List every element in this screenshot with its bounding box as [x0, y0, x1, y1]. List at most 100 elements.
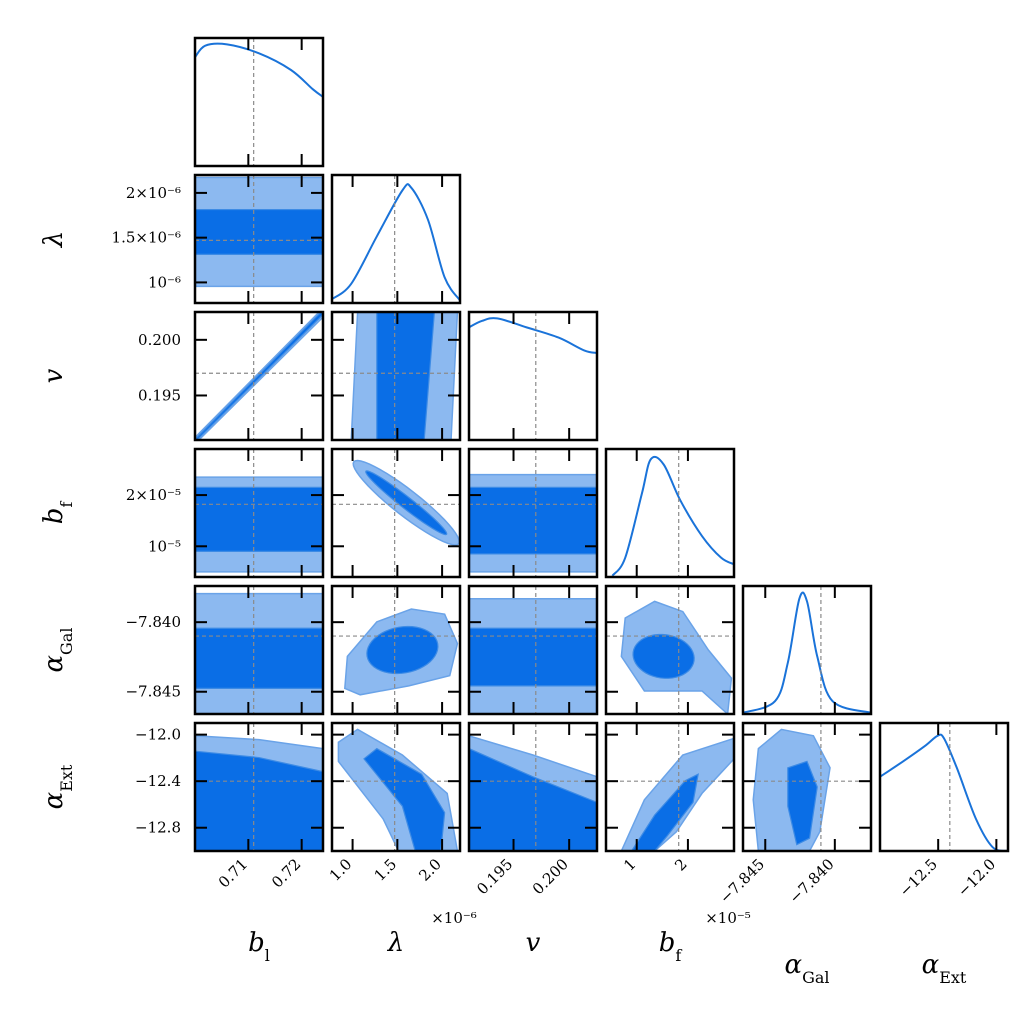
x-axis-label-lambda: λ: [387, 928, 404, 958]
marginal-curve-b_f: [611, 455, 734, 577]
x-axis-label-subscript: Ext: [939, 968, 967, 987]
panel-content: [606, 723, 734, 851]
panel-b_f-vs-v: [467, 447, 599, 579]
panel-alpha_Gal-vs-v: [467, 584, 599, 716]
panel-frame: [467, 584, 599, 716]
y-tick-label-alpha_Ext: −12.0: [135, 726, 181, 744]
panel-alpha_Ext-vs-alpha_Gal: [741, 721, 873, 853]
panel-frame: [193, 584, 325, 716]
x-tick-label-alpha_Ext: −12.0: [954, 855, 999, 900]
y-axis-label-b_f: bf: [39, 501, 76, 525]
panel-content: [469, 723, 597, 851]
marginal-curve-alpha_Gal: [743, 591, 871, 714]
panel-v-vs-lambda: [330, 310, 462, 442]
contour-68: [366, 625, 439, 675]
x-tick-label-v: 0.200: [529, 855, 572, 898]
y-axis-label-v: v: [39, 368, 69, 383]
contour-68: [363, 747, 446, 851]
panel-alpha_Ext-vs-b_l: [193, 721, 325, 853]
panel-frame: [330, 584, 462, 716]
panel-content: [195, 175, 323, 303]
marginal-curve-v: [469, 317, 597, 354]
panel-content: [332, 175, 460, 303]
panel-frame: [467, 447, 599, 579]
x-axis-label-b_f: bf: [659, 928, 683, 965]
y-tick-label-alpha_Ext: −12.8: [135, 819, 181, 837]
panel-content: [880, 723, 1008, 851]
panel-b_f-vs-lambda: [330, 447, 462, 579]
x-axis-label-subscript: Gal: [802, 968, 829, 987]
x-tick-label-b_f: 1: [620, 855, 639, 874]
panel-content: [195, 312, 323, 440]
y-axis-label-subscript: f: [57, 501, 76, 508]
y-axis-label-subscript: Ext: [57, 764, 76, 792]
panel-frame: [604, 721, 736, 853]
panel-frame: [878, 721, 1010, 853]
x-axis-label-b_l: bl: [248, 928, 270, 965]
panel-alpha_Gal-vs-lambda: [330, 584, 462, 716]
x-tick-label-alpha_Gal: −7.845: [716, 855, 768, 907]
x-tick-label-lambda: 2.0: [415, 855, 445, 885]
y-tick-label-lambda: 2×10⁻⁶: [126, 184, 181, 202]
contour-68: [195, 312, 323, 440]
panel-content: [743, 586, 871, 714]
panel-v-vs-v: [467, 310, 599, 442]
x-axis-label-alpha_Ext: αExt: [922, 950, 967, 987]
panel-frame: [330, 447, 462, 579]
contour-68: [376, 312, 436, 440]
x-axis-label-alpha_Gal: αGal: [785, 950, 830, 987]
y-axis-label-alpha_Gal: αGal: [39, 628, 76, 673]
panel-lambda-vs-b_l: [193, 173, 325, 305]
marginal-curve-lambda: [332, 183, 460, 302]
panel-alpha_Ext-vs-b_f: [604, 721, 736, 853]
panel-frame: [741, 584, 873, 716]
panel-frame: [330, 310, 462, 442]
y-axis-label-subscript: Gal: [57, 628, 76, 655]
panel-b_f-vs-b_l: [193, 447, 325, 579]
contour-68: [195, 208, 323, 255]
panel-content: [332, 723, 460, 851]
panel-v-vs-b_l: [193, 310, 325, 442]
panel-frame: [604, 584, 736, 716]
y-tick-label-v: 0.195: [138, 386, 181, 404]
contour-68: [469, 627, 597, 687]
contour-68: [365, 470, 448, 536]
marginal-curve-alpha_Ext: [880, 733, 1008, 851]
panel-frame: [604, 447, 736, 579]
panel-content: [332, 586, 460, 714]
contour-68: [787, 760, 818, 846]
panel-alpha_Ext-vs-alpha_Ext: [878, 721, 1010, 853]
contour-68: [195, 627, 323, 689]
y-tick-label-lambda: 1.5×10⁻⁶: [112, 229, 181, 247]
panel-b_f-vs-b_f: [604, 447, 736, 579]
panel-content: [195, 38, 323, 166]
y-tick-label-b_f: 2×10⁻⁵: [126, 486, 181, 504]
x-axis-label-subscript: f: [675, 946, 682, 965]
contour-68: [195, 486, 323, 552]
marginal-curve-b_l: [195, 42, 323, 98]
x-tick-label-lambda: 1.0: [326, 855, 356, 885]
y-tick-label-alpha_Gal: −7.845: [125, 683, 181, 701]
panel-frame: [467, 310, 599, 442]
contour-68: [469, 747, 597, 851]
panel-frame: [193, 36, 325, 168]
x-tick-label-alpha_Gal: −7.840: [786, 855, 838, 907]
y-tick-label-b_f: 10⁻⁵: [148, 537, 181, 555]
panel-lambda-vs-lambda: [330, 173, 462, 305]
panel-alpha_Ext-vs-lambda: [330, 721, 462, 853]
panel-content: [606, 586, 734, 714]
x-exponent-b_f: ×10⁻⁵: [705, 909, 751, 927]
panel-frame: [193, 447, 325, 579]
panel-content: [469, 586, 597, 714]
y-tick-label-v: 0.200: [138, 331, 181, 349]
panel-alpha_Gal-vs-b_l: [193, 584, 325, 716]
panel-content: [332, 312, 460, 440]
panel-frame: [741, 721, 873, 853]
panel-content: [195, 586, 323, 714]
x-tick-label-b_f: 2: [671, 855, 690, 874]
x-axis-label-subscript: l: [265, 946, 270, 965]
x-axis-label-v: v: [526, 928, 541, 958]
panel-frame: [193, 310, 325, 442]
panel-frame: [467, 721, 599, 853]
